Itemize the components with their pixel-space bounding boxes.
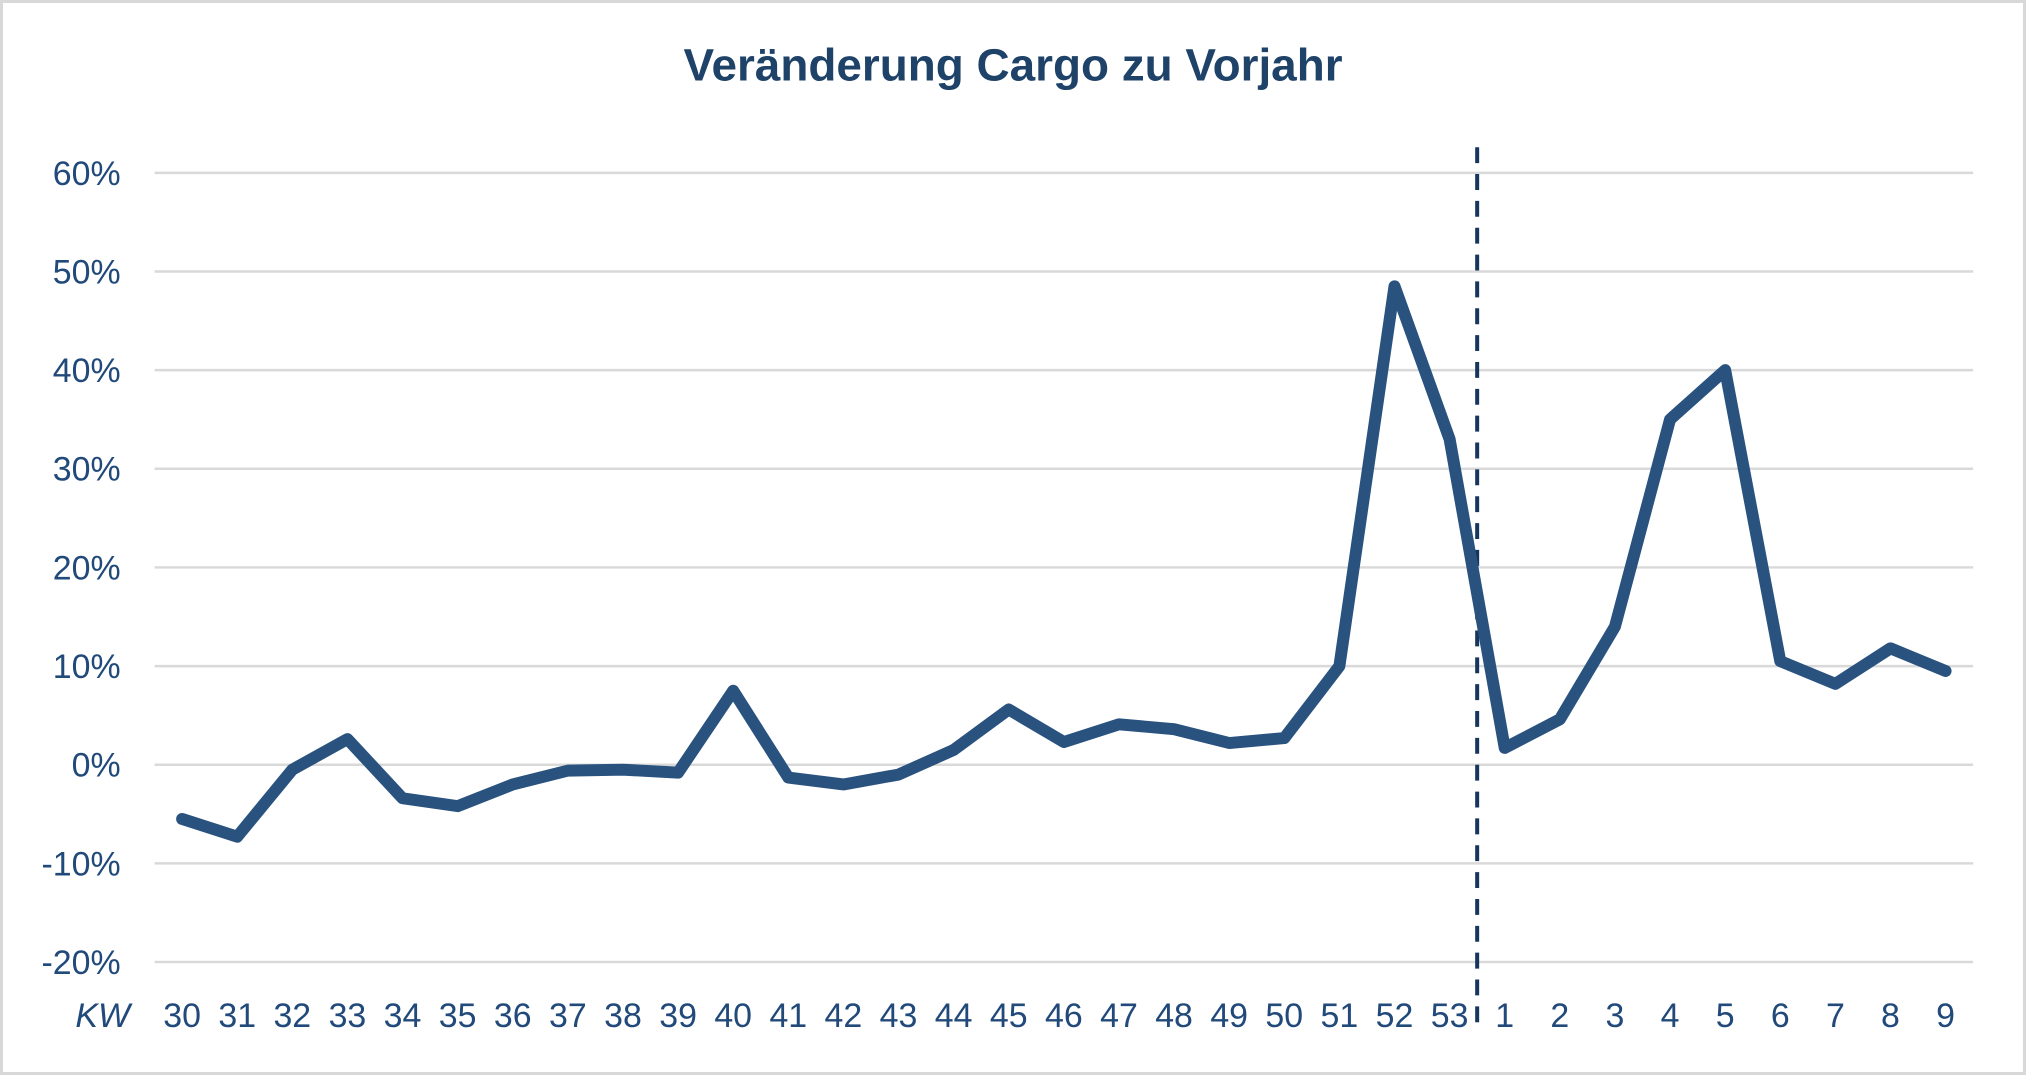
y-tick-label: 60% (53, 155, 121, 193)
x-tick-label: 44 (935, 997, 973, 1035)
x-tick-label: 34 (384, 997, 422, 1035)
y-tick-label: -10% (42, 845, 121, 883)
x-tick-label: 46 (1045, 997, 1083, 1035)
x-tick-label: 42 (825, 997, 863, 1035)
x-tick-label: 50 (1265, 997, 1303, 1035)
x-tick-label: 41 (769, 997, 807, 1035)
y-tick-label: 20% (53, 549, 121, 587)
x-tick-label: 31 (218, 997, 256, 1035)
y-tick-label: -20% (42, 944, 121, 982)
chart-title: Veränderung Cargo zu Vorjahr (683, 40, 1342, 91)
x-tick-label: 9 (1936, 997, 1955, 1035)
x-tick-label: 30 (163, 997, 201, 1035)
y-tick-label: 40% (53, 352, 121, 390)
cargo-line-chart: Veränderung Cargo zu Vorjahr KW 60%50%40… (42, 40, 1974, 1035)
x-tick-label: 51 (1321, 997, 1359, 1035)
x-tick-label: 38 (604, 997, 642, 1035)
x-tick-label: 40 (714, 997, 752, 1035)
x-tick-label: 45 (990, 997, 1028, 1035)
x-tick-label: 7 (1826, 997, 1845, 1035)
y-tick-label: 50% (53, 253, 121, 291)
x-tick-label: 35 (439, 997, 477, 1035)
x-axis-unit-label: KW (75, 997, 133, 1035)
x-tick-label: 39 (659, 997, 697, 1035)
x-tick-label: 4 (1661, 997, 1680, 1035)
x-tick-label: 53 (1431, 997, 1469, 1035)
x-tick-label: 43 (880, 997, 918, 1035)
x-tick-label: 33 (329, 997, 367, 1035)
x-tick-label: 37 (549, 997, 587, 1035)
x-tick-label: 2 (1550, 997, 1569, 1035)
y-tick-label: 0% (72, 747, 121, 785)
x-tick-label: 6 (1771, 997, 1790, 1035)
x-tick-label: 47 (1100, 997, 1138, 1035)
x-tick-label: 32 (273, 997, 311, 1035)
cargo-series-line (176, 280, 1952, 843)
x-tick-label: 49 (1210, 997, 1248, 1035)
x-tick-label: 1 (1495, 997, 1514, 1035)
x-tick-label: 48 (1155, 997, 1193, 1035)
x-tick-label: 36 (494, 997, 532, 1035)
x-tick-label: 5 (1716, 997, 1735, 1035)
x-tick-label: 3 (1606, 997, 1625, 1035)
y-tick-label: 30% (53, 451, 121, 489)
y-tick-label: 10% (53, 648, 121, 686)
x-tick-label: 52 (1376, 997, 1414, 1035)
x-tick-label: 8 (1881, 997, 1900, 1035)
